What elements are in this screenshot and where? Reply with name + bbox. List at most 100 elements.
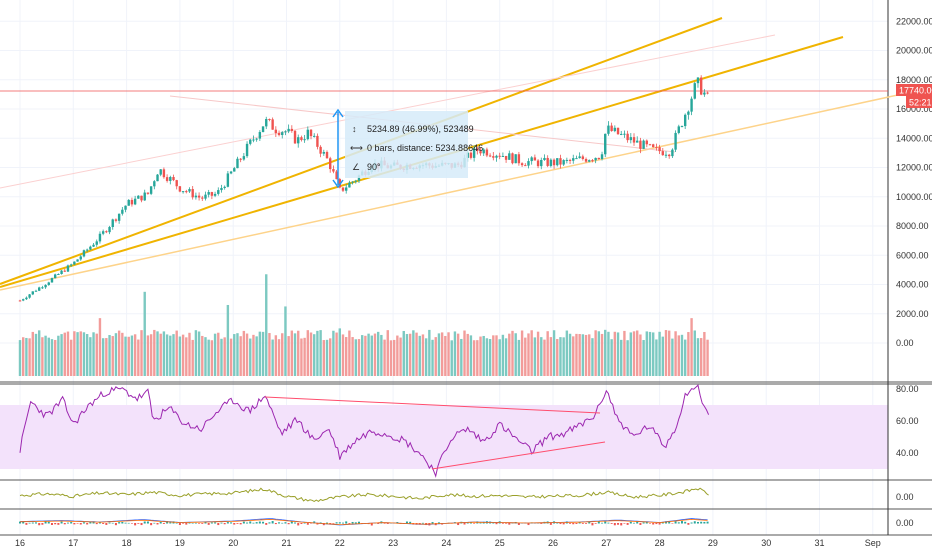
volume-bar	[636, 330, 639, 376]
macd-bar	[588, 521, 591, 524]
volume-bar	[437, 333, 441, 376]
macd-bar	[108, 522, 111, 524]
volume-bar	[546, 331, 549, 376]
candle-body	[146, 192, 150, 194]
volume-bar	[469, 335, 473, 376]
price-tick-label: 22000.00	[896, 16, 932, 26]
volume-bar	[514, 333, 517, 376]
macd-bar	[604, 521, 607, 524]
candle-body	[578, 156, 581, 159]
time-tick-label: 25	[495, 538, 505, 548]
volume-bar	[604, 329, 607, 376]
volume-bar	[172, 334, 175, 376]
macd-bar	[294, 522, 297, 524]
candle-body	[527, 161, 530, 166]
macd-bar	[265, 523, 268, 525]
volume-bar	[233, 334, 236, 376]
volume-bar	[31, 331, 34, 376]
volume-bar	[213, 333, 217, 376]
rsi-line	[19, 384, 710, 478]
volume-bar	[274, 335, 278, 376]
volume-bar	[680, 334, 684, 376]
candle-body	[623, 133, 626, 135]
candle-body	[316, 135, 319, 147]
macd-bar	[70, 522, 73, 524]
candle-body	[559, 158, 562, 165]
candle-body	[21, 299, 25, 301]
macd-bar	[47, 521, 50, 524]
candle-body	[258, 132, 262, 139]
macd-bar	[153, 522, 156, 524]
candle-body	[706, 92, 709, 94]
macd-bar	[262, 521, 265, 524]
macd-bar	[626, 523, 629, 525]
macd-bar	[639, 523, 642, 525]
candle-body	[149, 186, 153, 194]
macd-bar	[623, 523, 626, 524]
candle-body	[575, 158, 578, 160]
macd-bar	[169, 522, 172, 524]
macd-bar	[578, 521, 581, 524]
volume-bar	[575, 333, 578, 376]
macd-bar	[89, 521, 92, 524]
volume-bar	[623, 330, 626, 376]
candle-body	[57, 274, 60, 276]
candle-body	[543, 157, 546, 161]
volume-bar	[520, 330, 524, 376]
candle-body	[204, 194, 207, 199]
volume-bar	[706, 339, 709, 376]
macd-bar	[332, 523, 335, 524]
macd-bar	[629, 521, 632, 524]
candle-body	[242, 156, 246, 160]
volume-bar	[66, 331, 70, 376]
rsi-tick-label: 80.00	[896, 384, 919, 394]
volume-bar	[21, 337, 25, 376]
time-tick-label: 17	[68, 538, 78, 548]
candle-body	[82, 250, 86, 257]
macd-bar	[377, 523, 380, 524]
volume-bar	[380, 334, 383, 376]
macd-bar	[696, 521, 699, 524]
candle-body	[284, 131, 287, 133]
candle-body	[281, 132, 284, 136]
volume-bar	[444, 335, 447, 376]
volume-bar	[389, 340, 393, 376]
price-tick-label: 0.00	[896, 338, 914, 348]
candle-body	[140, 195, 143, 201]
candle-body	[255, 138, 258, 140]
macd-bar	[38, 523, 41, 526]
candle-body	[236, 158, 239, 169]
candle-body	[517, 154, 521, 164]
measure-tool[interactable]: ↕ ⟷ ∠ 5234.89 (46.99%), 523489 0 bars, d…	[332, 108, 483, 189]
candle-body	[306, 129, 310, 140]
volume-bar	[98, 318, 102, 376]
candle-body	[357, 175, 361, 181]
candle-body	[210, 192, 214, 196]
candle-body	[143, 192, 146, 201]
candle-body	[114, 219, 118, 221]
macd-bar	[351, 521, 354, 524]
candle-body	[137, 195, 140, 199]
volume-bar	[418, 335, 421, 376]
macd-bar	[44, 521, 47, 524]
time-tick-label: 26	[548, 538, 558, 548]
macd-bar	[246, 522, 249, 524]
macd-bar	[28, 522, 31, 524]
macd-bar	[703, 521, 706, 524]
candle-body	[341, 187, 345, 191]
macd-bar	[607, 522, 610, 524]
candle-body	[265, 119, 268, 127]
volume-bar	[117, 330, 121, 376]
macd-bar	[290, 521, 293, 524]
candle-body	[504, 155, 508, 160]
candle-body	[652, 144, 655, 148]
volume-bar	[335, 332, 338, 376]
time-tick-label: 19	[175, 538, 185, 548]
macd-bar	[370, 523, 373, 526]
candle-body	[165, 177, 169, 181]
candle-body	[572, 158, 575, 161]
volume-bar	[658, 331, 661, 376]
macd-bar	[594, 523, 597, 524]
candle-body	[696, 77, 700, 84]
